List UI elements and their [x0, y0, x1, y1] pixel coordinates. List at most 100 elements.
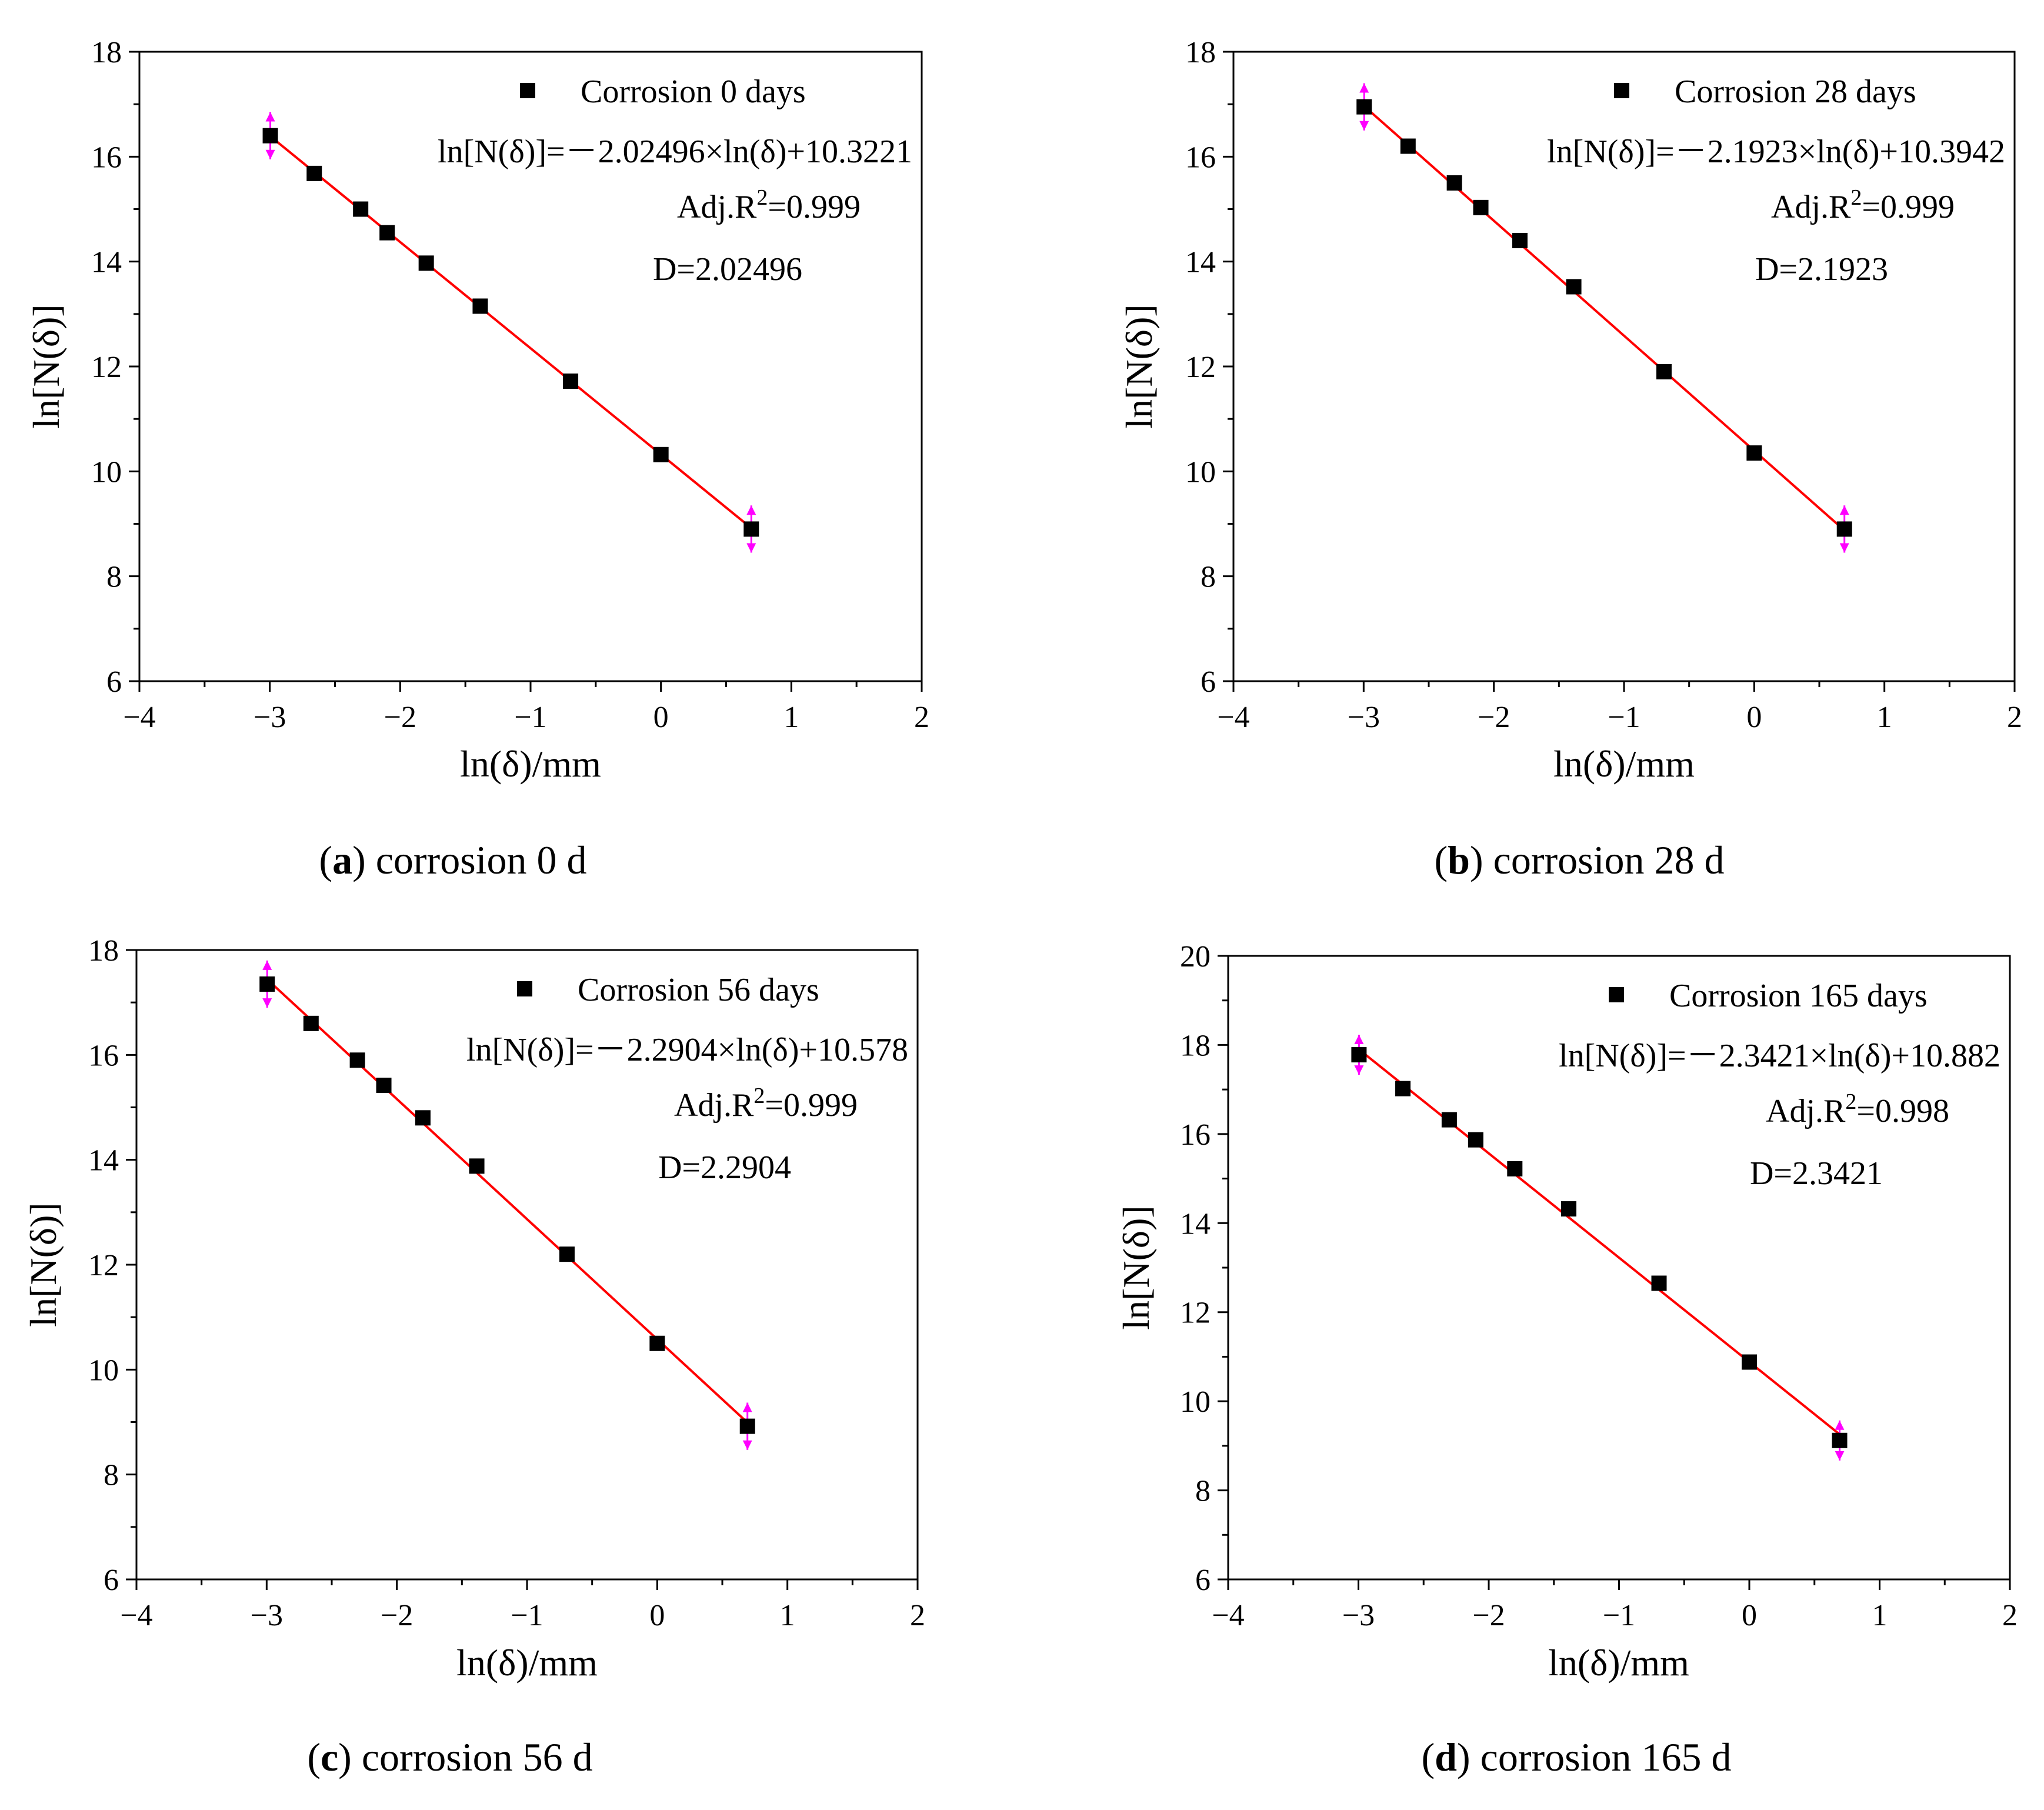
x-axis-title: ln(δ)/mm — [1548, 1642, 1689, 1684]
y-axis-title: ln[N(δ)] — [1115, 1205, 1157, 1329]
panel-caption: (d) corrosion 165 d — [1422, 1735, 1732, 1779]
error-bar-cap-bottom — [742, 1440, 752, 1450]
adj-r2: Adj.R2=0.999 — [677, 185, 861, 225]
x-tick-label: −4 — [1212, 1599, 1244, 1632]
data-point — [262, 128, 278, 144]
error-bar-cap-bottom — [265, 149, 275, 159]
data-point — [1742, 1354, 1757, 1370]
y-tick-label: 10 — [1185, 455, 1216, 489]
x-tick-label: 2 — [2002, 1599, 2018, 1632]
x-tick-label: −1 — [514, 701, 546, 734]
x-tick-label: −4 — [1217, 701, 1249, 734]
panel-c: −4 −3 −2 −1 0 1 2681012141618ln(δ)/mmln[N(δ)]C… — [22, 934, 925, 1779]
y-tick-label: 16 — [1180, 1118, 1211, 1152]
error-bar-cap-bottom — [1359, 121, 1369, 131]
x-tick-label: −2 — [1478, 701, 1510, 734]
data-point — [376, 1078, 392, 1094]
data-point — [1836, 521, 1852, 537]
fractal-dimension: D=2.1923 — [1755, 251, 1888, 288]
y-tick-label: 12 — [1185, 351, 1216, 384]
data-point — [1468, 1132, 1483, 1148]
panel-caption: (b) corrosion 28 d — [1435, 838, 1725, 882]
x-tick-label: −4 — [123, 701, 155, 734]
error-bar-cap-bottom — [1839, 543, 1849, 553]
data-point — [1446, 175, 1462, 191]
data-point — [563, 373, 579, 389]
fit-equation: ln[N(δ)]=－2.1923×ln(δ)+10.3942 — [1547, 134, 2005, 170]
error-bar-cap-top — [742, 1402, 752, 1412]
x-axis-title: ln(δ)/mm — [460, 743, 601, 785]
y-tick-label: 20 — [1180, 940, 1211, 974]
y-tick-label: 18 — [1185, 36, 1216, 69]
panel-caption: (a) corrosion 0 d — [319, 838, 586, 882]
y-tick-label: 8 — [1201, 561, 1216, 594]
data-point — [353, 201, 369, 217]
fractal-dimension: D=2.02496 — [653, 251, 802, 288]
y-tick-label: 12 — [1180, 1296, 1211, 1330]
y-axis-title: ln[N(δ)] — [22, 1202, 64, 1326]
data-point — [1512, 233, 1528, 248]
x-tick-label: 0 — [1746, 701, 1762, 734]
error-bar-cap-bottom — [746, 543, 756, 553]
data-point — [415, 1110, 431, 1126]
data-point — [743, 521, 759, 537]
x-tick-label: −3 — [1348, 701, 1380, 734]
y-tick-label: 14 — [91, 246, 122, 279]
x-tick-label: 1 — [1872, 1599, 1888, 1632]
y-tick-label: 6 — [106, 665, 122, 699]
data-point — [469, 1158, 485, 1174]
y-tick-label: 6 — [1201, 665, 1216, 699]
error-bar-cap-top — [1835, 1420, 1845, 1430]
y-tick-label: 18 — [91, 36, 122, 69]
adj-r2: Adj.R2=0.998 — [1766, 1089, 1949, 1129]
data-point — [559, 1246, 575, 1262]
y-tick-label: 8 — [106, 561, 122, 594]
y-tick-label: 6 — [104, 1564, 119, 1597]
x-tick-label: −3 — [254, 701, 286, 734]
data-point — [1507, 1161, 1523, 1176]
legend-marker — [1614, 83, 1629, 98]
y-tick-label: 18 — [1180, 1029, 1211, 1062]
fit-line — [1363, 105, 1846, 532]
data-point — [1356, 99, 1372, 115]
data-point — [1651, 1275, 1667, 1291]
legend-label: Corrosion 28 days — [1675, 74, 1916, 110]
data-point — [379, 225, 395, 241]
data-point — [1395, 1081, 1411, 1096]
fit-equation: ln[N(δ)]=－2.02496×ln(δ)+10.3221 — [438, 134, 912, 170]
x-tick-label: −3 — [251, 1599, 283, 1632]
y-tick-label: 10 — [1180, 1385, 1211, 1419]
error-bar-cap-top — [1354, 1035, 1364, 1045]
error-bar-cap-top — [265, 112, 275, 122]
error-bar-cap-top — [1359, 83, 1369, 93]
x-axis-title: ln(δ)/mm — [1553, 743, 1695, 785]
fractal-dimension: D=2.2904 — [658, 1149, 791, 1186]
x-tick-label: −3 — [1342, 1599, 1375, 1632]
x-tick-label: 0 — [1742, 1599, 1757, 1632]
x-axis-title: ln(δ)/mm — [456, 1642, 598, 1684]
data-point — [306, 165, 322, 181]
data-point — [1441, 1112, 1457, 1128]
y-tick-label: 10 — [91, 455, 122, 489]
y-tick-label: 10 — [88, 1354, 119, 1387]
y-axis-title: ln[N(δ)] — [25, 304, 67, 428]
y-tick-label: 14 — [1185, 246, 1216, 279]
legend-marker — [1609, 987, 1624, 1002]
fractal-dimension: D=2.3421 — [1750, 1155, 1883, 1192]
y-tick-label: 18 — [88, 934, 119, 968]
x-tick-label: 0 — [649, 1599, 665, 1632]
y-tick-label: 8 — [104, 1459, 119, 1492]
legend-label: Corrosion 56 days — [578, 972, 819, 1008]
data-point — [303, 1015, 319, 1031]
x-tick-label: 2 — [914, 701, 929, 734]
x-tick-label: −2 — [384, 701, 416, 734]
data-point — [649, 1335, 665, 1351]
data-point — [259, 976, 275, 992]
y-tick-label: 12 — [88, 1249, 119, 1282]
panel-caption: (c) corrosion 56 d — [307, 1735, 592, 1779]
x-tick-label: 0 — [653, 701, 669, 734]
y-axis-title: ln[N(δ)] — [1118, 304, 1160, 428]
data-point — [1832, 1432, 1848, 1448]
data-point — [418, 255, 434, 271]
